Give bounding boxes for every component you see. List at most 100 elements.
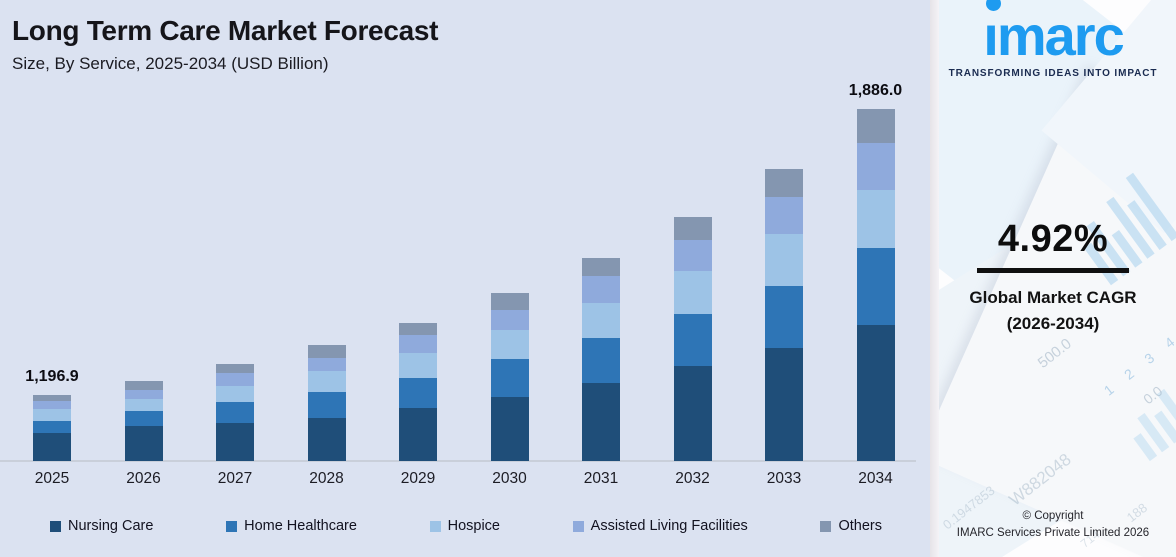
chart-section: 1,196.9 1,886.0 Long Term Care Market For… <box>0 14 916 534</box>
legend-swatch-icon <box>572 520 584 532</box>
legend: Nursing Care Home Healthcare Hospice Assist… <box>50 518 882 534</box>
imarc-logo: ımarc TRANSFORMING IDEAS INTO IMPACT <box>930 0 1176 79</box>
legend-item-hospice: Hospice <box>429 518 500 534</box>
segment-2032-nursing-care <box>673 366 712 461</box>
legend-label: Nursing Care <box>68 518 154 534</box>
segment-2033-home-healthcare <box>765 286 803 348</box>
segment-2031-assisted-living-facilities <box>582 276 620 303</box>
segment-2027-home-healthcare <box>216 402 254 423</box>
segment-2025-others <box>33 395 71 401</box>
segment-2026-nursing-care <box>124 426 163 461</box>
legend-item-home-healthcare: Home Healthcare <box>226 518 357 534</box>
copyright-line2: IMARC Services Private Limited 2026 <box>956 526 1150 539</box>
x-tick-2031: 2031 <box>583 470 619 487</box>
stacked-bar-2030 <box>490 293 529 461</box>
segment-2033-nursing-care <box>765 348 803 461</box>
segment-2030-home-healthcare <box>490 359 529 397</box>
segment-2030-hospice <box>490 330 529 359</box>
cagr-underline <box>977 268 1129 273</box>
legend-label: Home Healthcare <box>244 518 357 534</box>
segment-2027-hospice <box>216 386 254 402</box>
legend-label: Hospice <box>447 518 500 534</box>
segment-2032-home-healthcare <box>673 314 712 366</box>
title-block: Long Term Care Market Forecast Size, By … <box>12 14 438 74</box>
stacked-bar-plot: 1,196.9 1,886.0 <box>0 82 916 462</box>
segment-2029-assisted-living-facilities <box>399 335 437 353</box>
x-tick-2028: 2028 <box>309 470 344 487</box>
segment-2030-assisted-living-facilities <box>490 310 529 330</box>
segment-2031-nursing-care <box>582 383 620 461</box>
segment-2026-hospice <box>124 399 163 411</box>
segment-2031-others <box>582 258 620 276</box>
chart-subtitle: Size, By Service, 2025-2034 (USD Billion… <box>12 53 329 73</box>
logo-dot-icon <box>986 0 1002 11</box>
segment-2033-assisted-living-facilities <box>765 197 803 234</box>
segment-2030-others <box>490 293 529 310</box>
segment-2031-home-healthcare <box>582 338 620 383</box>
brand-panel: 500.0 0.0 1 2 3 4 W882048 0.1947853 188 … <box>930 0 1176 557</box>
legend-swatch-icon <box>429 520 441 532</box>
segment-2033-hospice <box>765 234 803 286</box>
segment-2030-nursing-care <box>490 397 529 461</box>
segment-2034-hospice <box>856 190 895 248</box>
segment-2028-assisted-living-facilities <box>307 358 346 371</box>
cagr-label-line2: (2026-2034) <box>1006 314 1100 334</box>
segment-2025-hospice <box>33 409 71 421</box>
segment-2032-assisted-living-facilities <box>673 240 712 271</box>
segment-2033-others <box>765 169 803 197</box>
cagr-label-line1: Global Market CAGR <box>969 288 1137 307</box>
segment-2029-others <box>399 323 437 335</box>
logo-text: ımarc <box>983 4 1124 67</box>
segment-2029-hospice <box>399 353 437 378</box>
segment-2027-nursing-care <box>216 423 254 461</box>
segment-2031-hospice <box>582 303 620 338</box>
segment-2028-others <box>307 345 346 358</box>
segment-2034-assisted-living-facilities <box>856 143 895 190</box>
panel-edge-shadow <box>930 0 939 557</box>
segment-2029-home-healthcare <box>399 378 437 408</box>
stacked-bar-2033 <box>765 169 803 461</box>
legend-item-assisted-living-facilities: Assisted Living Facilities <box>572 518 748 534</box>
stacked-bar-2027 <box>216 364 254 461</box>
x-tick-2026: 2026 <box>126 470 161 487</box>
segment-2025-home-healthcare <box>33 421 71 433</box>
segment-2032-others <box>673 217 712 240</box>
segment-2025-nursing-care <box>33 433 71 461</box>
segment-2028-home-healthcare <box>307 392 346 418</box>
stacked-bar-2028 <box>307 345 346 461</box>
legend-swatch-icon <box>50 520 61 532</box>
segment-2027-assisted-living-facilities <box>216 373 254 386</box>
copyright: © Copyright IMARC Services Private Limit… <box>930 508 1176 541</box>
stacked-bar-2031 <box>582 258 620 461</box>
legend-label: Others <box>838 518 882 534</box>
legend-swatch-icon <box>226 520 238 532</box>
logo-tagline: TRANSFORMING IDEAS INTO IMPACT <box>948 68 1158 79</box>
copyright-line1: © Copyright <box>1022 510 1084 522</box>
x-tick-2032: 2032 <box>675 470 710 487</box>
legend-label: Assisted Living Facilities <box>590 518 748 534</box>
legend-item-nursing-care: Nursing Care <box>50 518 153 534</box>
segment-2025-assisted-living-facilities <box>33 401 71 409</box>
value-label-2025: 1,196.9 <box>25 368 79 385</box>
x-tick-2027: 2027 <box>217 470 253 487</box>
x-axis-line <box>0 460 916 462</box>
chart-title: Long Term Care Market Forecast <box>12 15 439 46</box>
segment-2034-nursing-care <box>856 325 895 461</box>
segment-2026-home-healthcare <box>124 411 163 426</box>
segment-2029-nursing-care <box>399 408 437 461</box>
cagr-value: 4.92% <box>997 218 1109 260</box>
stacked-bar-2029 <box>399 323 437 461</box>
segment-2028-hospice <box>307 371 346 392</box>
x-tick-2030: 2030 <box>492 470 527 487</box>
x-tick-2029: 2029 <box>400 470 436 487</box>
x-tick-2033: 2033 <box>766 470 802 487</box>
imarc-wordmark: ımarc <box>983 0 1125 64</box>
segment-2026-others <box>124 381 163 390</box>
stacked-bar-2025: 1,196.9 <box>25 368 79 461</box>
stacked-bar-2034: 1,886.0 <box>849 82 902 461</box>
stacked-bar-2032 <box>673 217 712 461</box>
x-tick-2025: 2025 <box>34 470 70 487</box>
segment-2026-assisted-living-facilities <box>124 390 163 399</box>
cagr-callout: 4.92% Global Market CAGR (2026-2034) <box>930 218 1176 338</box>
